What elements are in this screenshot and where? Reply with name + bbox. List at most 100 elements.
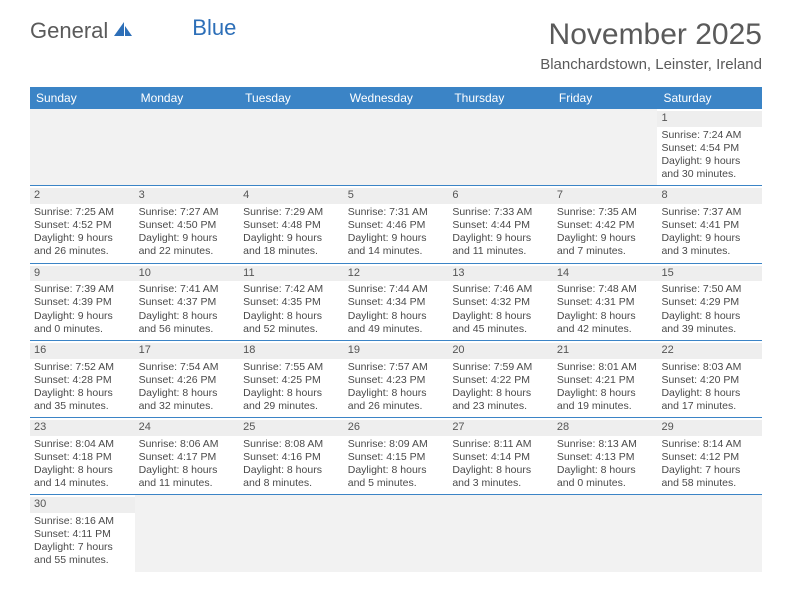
empty-cell <box>553 109 658 185</box>
sunrise-line: Sunrise: 7:55 AM <box>243 361 340 374</box>
sunrise-line: Sunrise: 7:24 AM <box>661 129 758 142</box>
day-number: 21 <box>553 343 658 359</box>
sunset-line: Sunset: 4:14 PM <box>452 451 549 464</box>
sunrise-line: Sunrise: 7:44 AM <box>348 283 445 296</box>
week-row: 16Sunrise: 7:52 AMSunset: 4:28 PMDayligh… <box>30 341 762 418</box>
sunset-line: Sunset: 4:15 PM <box>348 451 445 464</box>
day-number: 7 <box>553 188 658 204</box>
sunrise-line: Sunrise: 8:01 AM <box>557 361 654 374</box>
day-cell: 19Sunrise: 7:57 AMSunset: 4:23 PMDayligh… <box>344 341 449 417</box>
sunset-line: Sunset: 4:42 PM <box>557 219 654 232</box>
sunset-line: Sunset: 4:22 PM <box>452 374 549 387</box>
day-number: 8 <box>657 188 762 204</box>
daylight-line: Daylight: 9 hours and 18 minutes. <box>243 232 340 258</box>
sunrise-line: Sunrise: 7:54 AM <box>139 361 236 374</box>
sunset-line: Sunset: 4:29 PM <box>661 296 758 309</box>
sunrise-line: Sunrise: 8:13 AM <box>557 438 654 451</box>
sunset-line: Sunset: 4:31 PM <box>557 296 654 309</box>
sunrise-line: Sunrise: 7:25 AM <box>34 206 131 219</box>
sunset-line: Sunset: 4:18 PM <box>34 451 131 464</box>
logo-text-general: General <box>30 18 108 44</box>
sunset-line: Sunset: 4:20 PM <box>661 374 758 387</box>
location-text: Blanchardstown, Leinster, Ireland <box>540 56 762 73</box>
day-cell: 5Sunrise: 7:31 AMSunset: 4:46 PMDaylight… <box>344 186 449 262</box>
day-header: Tuesday <box>239 87 344 109</box>
daylight-line: Daylight: 9 hours and 30 minutes. <box>661 155 758 181</box>
day-cell: 2Sunrise: 7:25 AMSunset: 4:52 PMDaylight… <box>30 186 135 262</box>
day-cell: 17Sunrise: 7:54 AMSunset: 4:26 PMDayligh… <box>135 341 240 417</box>
daylight-line: Daylight: 8 hours and 45 minutes. <box>452 310 549 336</box>
day-cell: 27Sunrise: 8:11 AMSunset: 4:14 PMDayligh… <box>448 418 553 494</box>
day-cell: 10Sunrise: 7:41 AMSunset: 4:37 PMDayligh… <box>135 264 240 340</box>
empty-cell <box>344 495 449 571</box>
week-row: 30Sunrise: 8:16 AMSunset: 4:11 PMDayligh… <box>30 495 762 571</box>
day-cell: 30Sunrise: 8:16 AMSunset: 4:11 PMDayligh… <box>30 495 135 571</box>
empty-cell <box>553 495 658 571</box>
empty-cell <box>135 109 240 185</box>
sunrise-line: Sunrise: 7:27 AM <box>139 206 236 219</box>
sunrise-line: Sunrise: 8:08 AM <box>243 438 340 451</box>
sunrise-line: Sunrise: 7:46 AM <box>452 283 549 296</box>
day-number: 1 <box>657 111 762 127</box>
week-row: 2Sunrise: 7:25 AMSunset: 4:52 PMDaylight… <box>30 186 762 263</box>
sunrise-line: Sunrise: 7:50 AM <box>661 283 758 296</box>
day-number: 10 <box>135 266 240 282</box>
day-number: 20 <box>448 343 553 359</box>
day-cell: 16Sunrise: 7:52 AMSunset: 4:28 PMDayligh… <box>30 341 135 417</box>
daylight-line: Daylight: 9 hours and 7 minutes. <box>557 232 654 258</box>
sunrise-line: Sunrise: 7:31 AM <box>348 206 445 219</box>
daylight-line: Daylight: 8 hours and 23 minutes. <box>452 387 549 413</box>
month-title: November 2025 <box>540 18 762 52</box>
sail-icon <box>112 18 134 44</box>
day-cell: 11Sunrise: 7:42 AMSunset: 4:35 PMDayligh… <box>239 264 344 340</box>
weeks-container: 1Sunrise: 7:24 AMSunset: 4:54 PMDaylight… <box>30 109 762 572</box>
daylight-line: Daylight: 8 hours and 11 minutes. <box>139 464 236 490</box>
empty-cell <box>239 109 344 185</box>
daylight-line: Daylight: 8 hours and 5 minutes. <box>348 464 445 490</box>
sunrise-line: Sunrise: 8:03 AM <box>661 361 758 374</box>
week-row: 23Sunrise: 8:04 AMSunset: 4:18 PMDayligh… <box>30 418 762 495</box>
sunset-line: Sunset: 4:52 PM <box>34 219 131 232</box>
sunset-line: Sunset: 4:37 PM <box>139 296 236 309</box>
day-cell: 29Sunrise: 8:14 AMSunset: 4:12 PMDayligh… <box>657 418 762 494</box>
sunset-line: Sunset: 4:16 PM <box>243 451 340 464</box>
sunset-line: Sunset: 4:35 PM <box>243 296 340 309</box>
week-row: 1Sunrise: 7:24 AMSunset: 4:54 PMDaylight… <box>30 109 762 186</box>
sunrise-line: Sunrise: 7:29 AM <box>243 206 340 219</box>
day-cell: 4Sunrise: 7:29 AMSunset: 4:48 PMDaylight… <box>239 186 344 262</box>
sunrise-line: Sunrise: 8:11 AM <box>452 438 549 451</box>
day-header: Friday <box>553 87 658 109</box>
day-number: 15 <box>657 266 762 282</box>
day-number: 13 <box>448 266 553 282</box>
day-header: Sunday <box>30 87 135 109</box>
sunrise-line: Sunrise: 7:37 AM <box>661 206 758 219</box>
sunset-line: Sunset: 4:23 PM <box>348 374 445 387</box>
day-cell: 26Sunrise: 8:09 AMSunset: 4:15 PMDayligh… <box>344 418 449 494</box>
daylight-line: Daylight: 9 hours and 0 minutes. <box>34 310 131 336</box>
day-header: Wednesday <box>344 87 449 109</box>
daylight-line: Daylight: 8 hours and 19 minutes. <box>557 387 654 413</box>
day-cell: 20Sunrise: 7:59 AMSunset: 4:22 PMDayligh… <box>448 341 553 417</box>
sunrise-line: Sunrise: 7:41 AM <box>139 283 236 296</box>
week-row: 9Sunrise: 7:39 AMSunset: 4:39 PMDaylight… <box>30 264 762 341</box>
sunset-line: Sunset: 4:21 PM <box>557 374 654 387</box>
day-number: 29 <box>657 420 762 436</box>
daylight-line: Daylight: 9 hours and 3 minutes. <box>661 232 758 258</box>
day-number: 19 <box>344 343 449 359</box>
daylight-line: Daylight: 9 hours and 22 minutes. <box>139 232 236 258</box>
daylight-line: Daylight: 8 hours and 3 minutes. <box>452 464 549 490</box>
day-number: 3 <box>135 188 240 204</box>
day-cell: 3Sunrise: 7:27 AMSunset: 4:50 PMDaylight… <box>135 186 240 262</box>
day-number: 4 <box>239 188 344 204</box>
day-number: 14 <box>553 266 658 282</box>
empty-cell <box>135 495 240 571</box>
day-number: 12 <box>344 266 449 282</box>
day-number: 11 <box>239 266 344 282</box>
empty-cell <box>657 495 762 571</box>
sunrise-line: Sunrise: 8:06 AM <box>139 438 236 451</box>
daylight-line: Daylight: 8 hours and 0 minutes. <box>557 464 654 490</box>
daylight-line: Daylight: 8 hours and 56 minutes. <box>139 310 236 336</box>
sunrise-line: Sunrise: 7:35 AM <box>557 206 654 219</box>
day-cell: 28Sunrise: 8:13 AMSunset: 4:13 PMDayligh… <box>553 418 658 494</box>
daylight-line: Daylight: 8 hours and 42 minutes. <box>557 310 654 336</box>
